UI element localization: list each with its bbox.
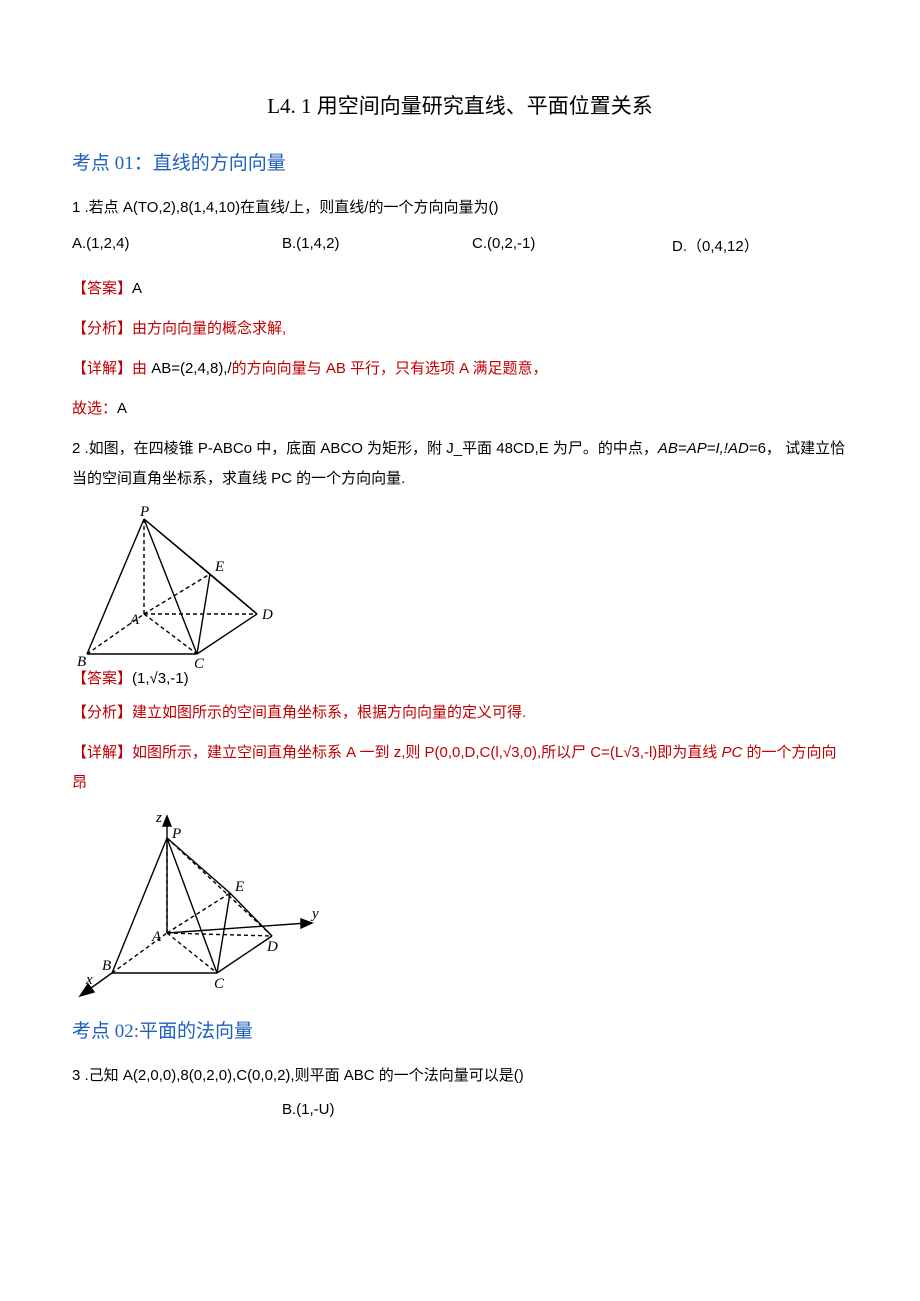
q1-option-d: D.（0,4,12）	[672, 235, 759, 256]
document-page: L4. 1 用空间向量研究直线、平面位置关系 考点 01：直线的方向向量 1 .…	[0, 0, 920, 1158]
detail-mid: AB=(2,4,8),/	[151, 360, 231, 377]
q2-text-a: .如图，在四棱锥 P-ABCo 中，底面 ABCO 为矩形，附 J_平面 48C…	[80, 440, 658, 457]
fig1-label-A: A	[129, 612, 140, 628]
page-title: L4. 1 用空间向量研究直线、平面位置关系	[72, 90, 848, 120]
q1-text: .若点 A(TO,2),8(1,4,10)在直线/上，则直线/的一个方向向量为(…	[80, 199, 498, 216]
therefore-label: 故选：	[72, 400, 117, 417]
q2-detail: 【详解】如图所示，建立空间直角坐标系 A 一到 z,则 P(0,0,D,C(l,…	[72, 738, 848, 798]
detail-label: 【详解】	[72, 744, 132, 761]
topic-01-heading: 考点 01：直线的方向向量	[72, 148, 848, 175]
q1-option-b: B.(1,4,2)	[282, 235, 472, 256]
fig2-label-x: x	[85, 972, 93, 988]
detail-text-a: 如图所示，建立空间直角坐标系 A 一到 z,则 P(0,0,D,C(l,√3,0…	[132, 744, 657, 761]
q1-option-a: A.(1,2,4)	[72, 235, 282, 256]
q2-answer: 【答案】(1,√3,-1)	[72, 667, 848, 688]
figure-2-pyramid-axes: z P E A y D B C x	[72, 808, 327, 998]
detail-label: 【详解】	[72, 360, 132, 377]
q1-analysis: 【分析】由方向向量的概念求解,	[72, 314, 848, 344]
fig2-label-C: C	[214, 976, 225, 992]
answer-value: A	[132, 280, 142, 297]
analysis-label: 【分析】	[72, 320, 132, 337]
fig2-label-B: B	[102, 958, 111, 974]
fig1-label-D: D	[261, 607, 273, 623]
fig2-label-D: D	[266, 939, 278, 955]
detail-post: 的方向向量与 AB 平行，只有选项 A 满足题意，	[232, 360, 548, 377]
fig2-label-y: y	[310, 906, 319, 922]
therefore-value: A	[117, 400, 127, 417]
fig2-label-P: P	[171, 826, 181, 842]
detail-pre: 由	[132, 360, 151, 377]
q1-detail: 【详解】由 AB=(2,4,8),/的方向向量与 AB 平行，只有选项 A 满足…	[72, 354, 848, 384]
answer-value: (1,√3,-1)	[132, 670, 189, 687]
q3-stem: 3 .己知 A(2,0,0),8(0,2,0),C(0,0,2),则平面 ABC…	[72, 1061, 848, 1091]
q1-stem: 1 .若点 A(TO,2),8(1,4,10)在直线/上，则直线/的一个方向向量…	[72, 193, 848, 223]
fig1-label-E: E	[214, 559, 224, 575]
analysis-text: 建立如图所示的空间直角坐标系，根据方向向量的定义可得.	[132, 704, 526, 721]
fig2-label-E: E	[234, 879, 244, 895]
analysis-label: 【分析】	[72, 704, 132, 721]
analysis-text: 由方向向量的概念求解,	[132, 320, 286, 337]
detail-text-b: 即为直线	[657, 744, 721, 761]
q2-text-ab: AB=AP=I,!AD=	[658, 440, 758, 457]
answer-label: 【答案】	[72, 671, 132, 687]
figure-1-pyramid: P E A D B C	[72, 504, 277, 669]
answer-label: 【答案】	[72, 280, 132, 297]
q3-option-b: B.(1,-U)	[282, 1101, 848, 1118]
fig2-label-z: z	[155, 810, 162, 826]
q2-stem: 2 .如图，在四棱锥 P-ABCo 中，底面 ABCO 为矩形，附 J_平面 4…	[72, 434, 848, 494]
q2-analysis: 【分析】建立如图所示的空间直角坐标系，根据方向向量的定义可得.	[72, 698, 848, 728]
q1-answer: 【答案】A	[72, 274, 848, 304]
q1-option-c: C.(0,2,-1)	[472, 235, 672, 256]
topic-02-heading: 考点 02:平面的法向量	[72, 1016, 848, 1043]
detail-pc: PC	[721, 744, 746, 761]
fig1-label-P: P	[139, 504, 149, 520]
q1-therefore: 故选：A	[72, 394, 848, 424]
fig1-label-C: C	[194, 656, 205, 669]
q3-text: .己知 A(2,0,0),8(0,2,0),C(0,0,2),则平面 ABC 的…	[80, 1067, 523, 1084]
fig2-label-A: A	[151, 929, 162, 945]
q1-options: A.(1,2,4) B.(1,4,2) C.(0,2,-1) D.（0,4,12…	[72, 235, 848, 256]
